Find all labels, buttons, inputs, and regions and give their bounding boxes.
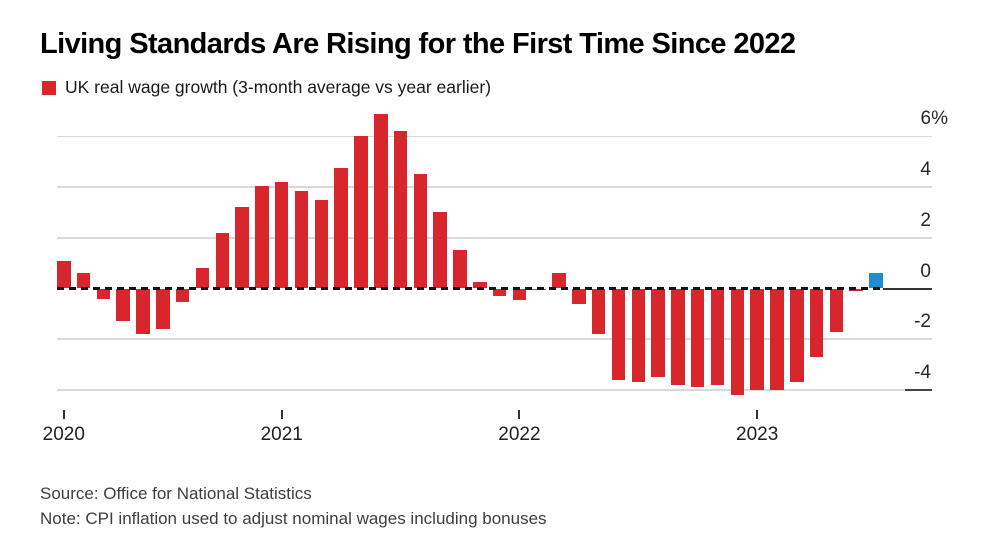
bar xyxy=(690,288,705,388)
y-axis-label--4: -4 xyxy=(914,361,931,383)
bar xyxy=(413,174,428,289)
y-axis-label--2: -2 xyxy=(914,311,931,333)
gridline--4 xyxy=(57,389,932,391)
x-tick-2023 xyxy=(756,410,759,419)
bar xyxy=(235,207,249,289)
bar xyxy=(492,288,507,297)
y-axis-label-0: 0 xyxy=(920,260,931,282)
note-line: Note: CPI inflation used to adjust nomin… xyxy=(40,508,547,528)
bar xyxy=(215,232,230,289)
y-axis-label-2: 2 xyxy=(920,209,931,231)
bar xyxy=(453,250,467,289)
bar xyxy=(710,288,725,385)
bar xyxy=(334,168,348,289)
bar xyxy=(790,288,804,383)
gridline--2 xyxy=(57,338,932,340)
year-label-2022: 2022 xyxy=(498,424,541,445)
bar xyxy=(274,182,289,289)
gridline-4 xyxy=(57,186,932,188)
bar xyxy=(809,288,824,357)
gridline-2 xyxy=(57,237,932,239)
zero-baseline-dashed xyxy=(57,286,883,291)
bar xyxy=(136,288,150,335)
highlight-bar xyxy=(869,273,883,289)
legend-label: UK real wage growth (3-month average vs … xyxy=(65,77,492,97)
footer: Source: Office for National Statistics N… xyxy=(40,482,547,531)
bar xyxy=(770,288,784,390)
year-label-2021: 2021 xyxy=(260,424,303,445)
bar xyxy=(116,288,130,322)
bar xyxy=(96,288,111,299)
year-label-2023: 2023 xyxy=(736,424,779,445)
axis-end-segment xyxy=(905,388,932,392)
x-tick-2020 xyxy=(62,410,65,419)
bar xyxy=(631,288,646,383)
legend: UK real wage growth (3-month average vs … xyxy=(42,77,491,98)
bar xyxy=(156,288,170,330)
bar xyxy=(354,136,368,289)
bar xyxy=(572,288,586,304)
bar xyxy=(76,273,91,289)
bar xyxy=(750,288,764,390)
year-label-2020: 2020 xyxy=(42,424,85,445)
bar xyxy=(374,113,388,289)
bar xyxy=(57,260,71,289)
bar xyxy=(611,288,626,380)
bar xyxy=(829,288,844,332)
bar xyxy=(671,288,685,385)
bar xyxy=(512,288,527,300)
bar xyxy=(175,288,190,303)
legend-swatch-icon xyxy=(42,80,56,95)
y-axis-label-4: 4 xyxy=(920,159,931,181)
zero-baseline-solid xyxy=(882,287,932,290)
bar xyxy=(552,273,566,289)
bar xyxy=(294,190,309,289)
bar xyxy=(255,185,269,289)
bar xyxy=(473,282,487,289)
y-axis-label-6: 6% xyxy=(920,108,948,130)
bar xyxy=(591,288,606,335)
source-line: Source: Office for National Statistics xyxy=(40,484,312,503)
bar xyxy=(314,199,329,289)
x-tick-2021 xyxy=(280,410,283,419)
bar xyxy=(393,131,408,289)
bar xyxy=(433,212,447,289)
bar xyxy=(730,288,745,395)
gridline-6 xyxy=(57,135,932,138)
chart-title: Living Standards Are Rising for the Firs… xyxy=(40,28,796,60)
x-tick-2022 xyxy=(518,410,521,419)
bar xyxy=(651,288,665,378)
bar xyxy=(195,268,210,289)
